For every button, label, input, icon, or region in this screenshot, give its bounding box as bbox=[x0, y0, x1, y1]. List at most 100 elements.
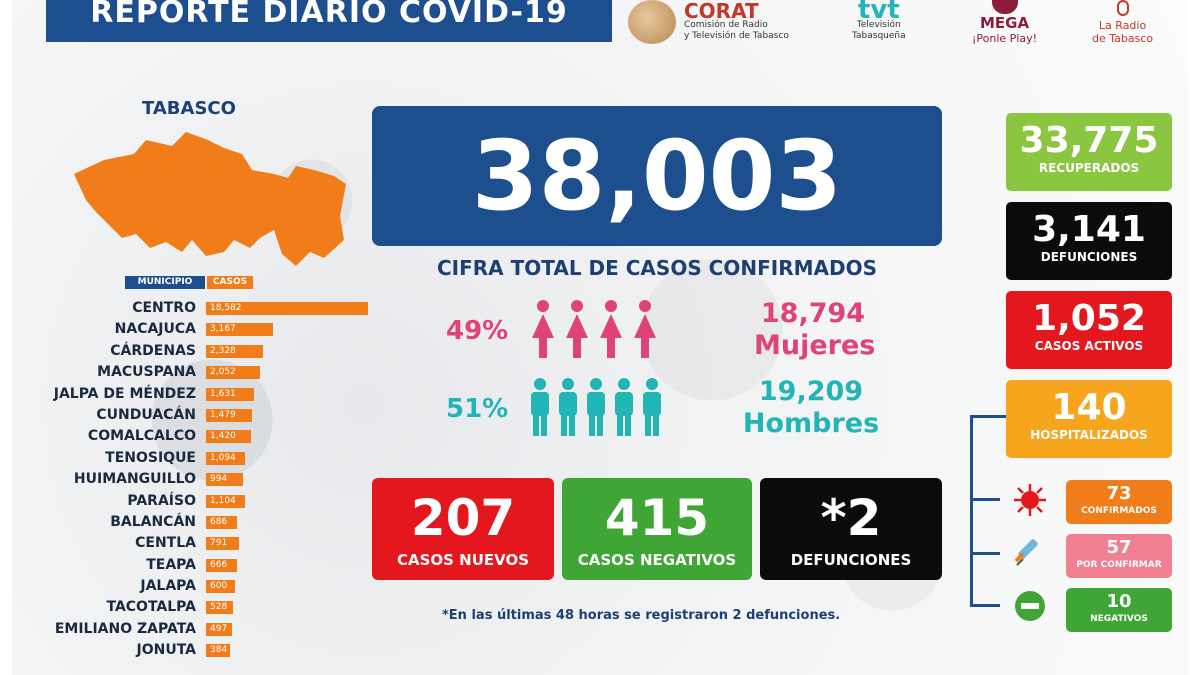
man-icon bbox=[615, 378, 633, 436]
tvt-sub1: Televisión bbox=[856, 20, 901, 30]
municipio-name: EMILIANO ZAPATA bbox=[54, 620, 196, 637]
mega-mark-icon bbox=[991, 0, 1018, 14]
municipio-name: JONUTA bbox=[136, 642, 197, 659]
cases-value: 791 bbox=[210, 538, 228, 549]
tabasco-map-shape bbox=[74, 132, 346, 266]
new-cases-value: 207 bbox=[410, 489, 516, 547]
state-label: TABASCO bbox=[142, 98, 236, 119]
woman-icon bbox=[532, 300, 554, 358]
negative-cases-label: CASOS NEGATIVOS bbox=[577, 551, 737, 569]
table-row: CÁRDENAS 2,328 bbox=[12, 341, 372, 362]
corat-mark-icon bbox=[628, 0, 676, 44]
woman-icon bbox=[566, 300, 588, 358]
footnote: *En las últimas 48 horas se registraron … bbox=[442, 608, 841, 623]
active-cases-value: 1,052 bbox=[1032, 298, 1146, 339]
recovered-label: RECUPERADOS bbox=[1038, 161, 1140, 175]
cases-bar bbox=[206, 344, 263, 358]
municipio-name: BALANCÁN bbox=[110, 513, 196, 530]
cases-bar bbox=[206, 430, 251, 444]
cases-bar bbox=[206, 302, 368, 315]
cases-value: 1,104 bbox=[210, 495, 236, 506]
tabasco-map bbox=[74, 132, 346, 266]
table-row: JONUTA 384 bbox=[12, 640, 372, 661]
syringe-icon bbox=[1014, 539, 1038, 566]
table-row: CUNDUACÁN 1,479 bbox=[12, 405, 372, 426]
cases-value: 1,479 bbox=[210, 409, 236, 420]
municipio-name: CENTLA bbox=[135, 535, 196, 552]
table-row: HUIMANGUILLO 994 bbox=[12, 469, 372, 490]
recovered-value: 33,775 bbox=[1019, 120, 1159, 161]
hosp-pending-label: POR CONFIRMAR bbox=[1076, 560, 1162, 570]
new-cases-card: 207 CASOS NUEVOS bbox=[372, 478, 554, 580]
municipio-name: TACOTALPA bbox=[106, 599, 196, 616]
men-count: 19,209 bbox=[758, 376, 864, 407]
hosp-negative-value: 10 bbox=[1106, 591, 1132, 612]
cases-bar bbox=[206, 473, 243, 487]
total-cases: 38,003 bbox=[372, 106, 942, 246]
woman-icon bbox=[600, 300, 622, 358]
municipio-name: JALPA DE MÉNDEZ bbox=[53, 385, 196, 402]
hospitalized-label: HOSPITALIZADOS bbox=[1030, 428, 1148, 442]
tree-branch bbox=[970, 552, 1000, 555]
daily-deaths-card: *2 DEFUNCIONES bbox=[760, 478, 942, 580]
daily-deaths-value: *2 bbox=[820, 489, 882, 547]
cases-bar bbox=[206, 408, 252, 422]
corat-sub2: y Televisión de Tabasco bbox=[684, 31, 789, 41]
cases-value: 18,582 bbox=[210, 303, 242, 313]
municipio-name: NACAJUCA bbox=[114, 321, 196, 338]
municipio-name: TEAPA bbox=[146, 556, 196, 573]
col-municipio: MUNICIPIO bbox=[125, 276, 205, 289]
table-row: TENOSIQUE 1,094 bbox=[12, 448, 372, 469]
active-cases-label: CASOS ACTIVOS bbox=[1034, 339, 1144, 353]
microphone-icon bbox=[1116, 0, 1129, 16]
municipio-name: JALAPA bbox=[140, 578, 196, 595]
negative-cases-card: 415 CASOS NEGATIVOS bbox=[562, 478, 752, 580]
table-row: EMILIANO ZAPATA 497 bbox=[12, 619, 372, 640]
radio-sub1: La Radio bbox=[1098, 19, 1147, 32]
table-header: MUNICIPIO CASOS bbox=[125, 276, 253, 289]
logos-strip: CORAT Comisión de Radio y Televisión de … bbox=[622, 0, 1182, 55]
cases-bar bbox=[206, 366, 260, 380]
cases-value: 686 bbox=[210, 516, 228, 527]
hosp-pending-card: 57 POR CONFIRMAR bbox=[1066, 534, 1172, 578]
municipio-name: PARAÍSO bbox=[127, 492, 196, 509]
deaths-value: 3,141 bbox=[1032, 209, 1146, 250]
cases-value: 1,631 bbox=[210, 388, 236, 399]
mega-name: MEGA bbox=[979, 14, 1030, 32]
daily-deaths-label: DEFUNCIONES bbox=[790, 551, 912, 569]
cases-bar bbox=[206, 601, 233, 615]
active-cases-card: 1,052 CASOS ACTIVOS bbox=[1006, 291, 1172, 369]
col-casos: CASOS bbox=[207, 276, 253, 289]
table-row: CENTRO 18,582 bbox=[12, 298, 372, 319]
table-row: MACUSPANA 2,052 bbox=[12, 362, 372, 383]
recovered-card: 33,775 RECUPERADOS bbox=[1006, 113, 1172, 191]
women-count-block: 18,794 Mujeres bbox=[754, 298, 876, 362]
municipio-name: HUIMANGUILLO bbox=[73, 471, 196, 488]
cases-bar bbox=[206, 323, 273, 337]
cases-value: 1,420 bbox=[210, 431, 236, 442]
cases-value: 528 bbox=[210, 602, 228, 613]
men-count-block: 19,209 Hombres bbox=[740, 376, 882, 440]
corat-logo: CORAT Comisión de Radio y Televisión de … bbox=[628, 0, 789, 44]
radio-logo: La Radio de Tabasco bbox=[1092, 0, 1153, 45]
new-cases-label: CASOS NUEVOS bbox=[396, 551, 530, 569]
cases-bar bbox=[206, 537, 239, 551]
deaths-label: DEFUNCIONES bbox=[1040, 250, 1138, 264]
cases-bar bbox=[206, 494, 245, 508]
women-label: Mujeres bbox=[754, 330, 876, 361]
cases-value: 1,094 bbox=[210, 452, 236, 463]
report-title: REPORTE DIARIO COVID-19 bbox=[46, 0, 612, 42]
infographic-board: REPORTE DIARIO COVID-19 CORAT Comisión d… bbox=[12, 0, 1188, 675]
municipio-name: TENOSIQUE bbox=[105, 449, 196, 466]
hosp-confirmed-card: 73 CONFIRMADOS bbox=[1066, 480, 1172, 524]
cases-value: 994 bbox=[210, 474, 228, 485]
cases-value: 384 bbox=[210, 645, 228, 656]
cases-value: 600 bbox=[210, 581, 228, 592]
hosp-pending-value: 57 bbox=[1106, 537, 1132, 558]
corat-name: CORAT bbox=[684, 0, 759, 23]
municipio-name: CÁRDENAS bbox=[110, 342, 196, 359]
table-row: TEAPA 666 bbox=[12, 555, 372, 576]
municipio-name: CENTRO bbox=[132, 300, 196, 316]
tvt-name: tvt bbox=[857, 0, 900, 25]
hospitalized-card: 140 HOSPITALIZADOS bbox=[1006, 380, 1172, 458]
